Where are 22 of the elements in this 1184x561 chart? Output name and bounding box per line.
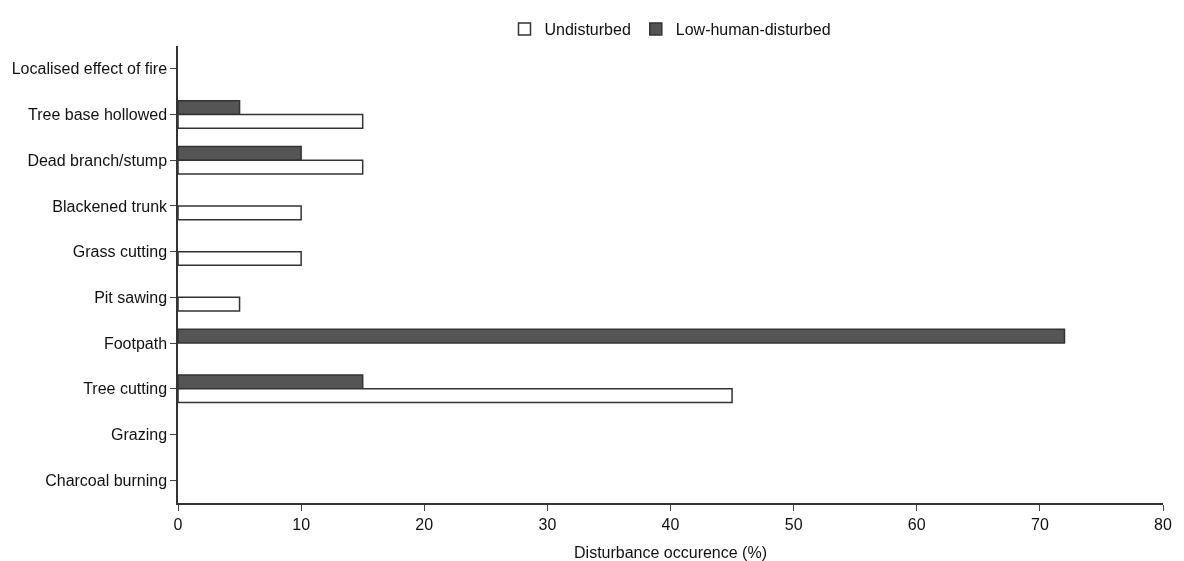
- y-tick-label: Tree base hollowed: [28, 106, 168, 124]
- x-tick-label: 80: [1154, 515, 1172, 533]
- legend-label: Undisturbed: [544, 21, 631, 39]
- y-tick-label: Blackened trunk: [52, 197, 169, 215]
- y-tick-label: Localised effect of fire: [11, 60, 168, 78]
- x-tick-label: 30: [538, 515, 557, 533]
- y-tick-label: Footpath: [103, 334, 168, 352]
- x-tick-label: 10: [292, 515, 311, 533]
- x-tick-label: 50: [784, 515, 803, 533]
- y-tick-label: Dead branch/stump: [27, 151, 168, 169]
- y-tick-label: Charcoal burning: [45, 471, 168, 489]
- x-tick-label: 0: [173, 515, 183, 533]
- x-tick-label: 40: [661, 515, 680, 533]
- x-axis-title: Disturbance occurence (%): [574, 544, 767, 561]
- y-tick-label: Pit sawing: [94, 288, 168, 306]
- x-tick-label: 60: [907, 515, 926, 533]
- x-tick-label: 70: [1030, 515, 1049, 533]
- y-tick-label: Tree cutting: [83, 380, 168, 398]
- y-tick-label: Grass cutting: [72, 243, 168, 261]
- x-tick-label: 20: [415, 515, 434, 533]
- legend-label: Low-human-disturbed: [675, 21, 831, 39]
- y-tick-label: Grazing: [111, 426, 168, 444]
